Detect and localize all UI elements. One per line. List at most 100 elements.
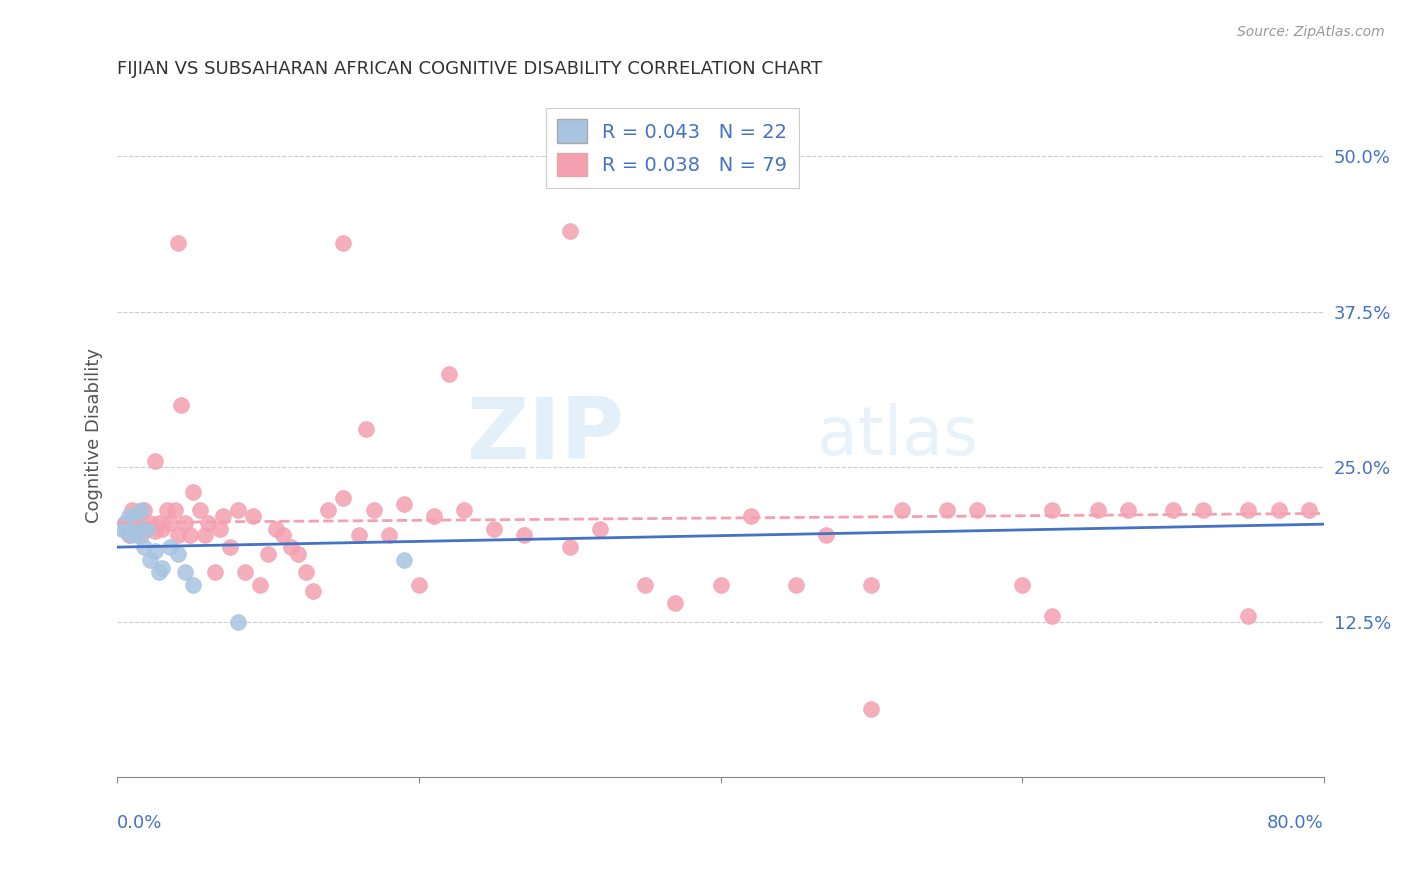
Text: FIJIAN VS SUBSAHARAN AFRICAN COGNITIVE DISABILITY CORRELATION CHART: FIJIAN VS SUBSAHARAN AFRICAN COGNITIVE D… [117,60,823,78]
Point [294,565,316,579]
Point [124,522,146,536]
Point [484,522,506,536]
Point [181,577,204,591]
Point [257,547,280,561]
Point [1192,503,1215,517]
Point [159,516,181,530]
Point [785,577,807,591]
Point [163,503,186,517]
Point [1116,503,1139,517]
Point [136,522,159,536]
Point [890,503,912,517]
Point [264,522,287,536]
Point [1298,503,1320,517]
Point [166,528,188,542]
Point [115,524,138,539]
Point [287,547,309,561]
Point [121,519,143,533]
Point [226,503,249,517]
Point [131,528,153,542]
Point [235,565,257,579]
Point [332,491,354,505]
Point [1087,503,1109,517]
Point [128,522,150,536]
Point [208,522,231,536]
Point [124,509,146,524]
Point [664,596,686,610]
Point [143,544,166,558]
Point [453,503,475,517]
Point [242,509,264,524]
Point [860,701,883,715]
Point [935,503,957,517]
Point [589,522,612,536]
Text: 0.0%: 0.0% [117,814,163,832]
Point [280,541,302,555]
Point [211,509,233,524]
Point [148,565,170,579]
Point [1161,503,1184,517]
Point [152,561,174,575]
Point [136,522,159,536]
Point [194,528,217,542]
Legend: R = 0.043   N = 22, R = 0.038   N = 79: R = 0.043 N = 22, R = 0.038 N = 79 [546,108,799,188]
Point [740,509,762,524]
Point [1267,503,1289,517]
Point [166,236,188,251]
Point [249,577,271,591]
Point [156,503,179,517]
Point [143,453,166,467]
Point [188,503,211,517]
Point [1042,503,1064,517]
Point [332,236,354,251]
Point [204,565,226,579]
Text: ZIP: ZIP [467,394,624,477]
Point [134,541,156,555]
Point [634,577,657,591]
Point [143,524,166,539]
Text: 80.0%: 80.0% [1267,814,1324,832]
Point [174,516,197,530]
Point [179,528,201,542]
Point [1237,608,1260,623]
Point [114,516,136,530]
Point [118,509,141,524]
Point [392,497,415,511]
Text: Source: ZipAtlas.com: Source: ZipAtlas.com [1237,25,1385,39]
Point [354,422,377,436]
Point [815,528,838,542]
Point [860,577,883,591]
Point [139,553,162,567]
Point [347,528,370,542]
Point [121,503,143,517]
Point [513,528,536,542]
Point [127,509,149,524]
Point [166,547,188,561]
Point [219,541,242,555]
Point [152,522,174,536]
Point [1042,608,1064,623]
Point [1011,577,1033,591]
Point [966,503,988,517]
Point [169,398,191,412]
Point [271,528,294,542]
Point [709,577,731,591]
Point [118,528,141,542]
Point [302,583,325,598]
Point [408,577,430,591]
Text: atlas: atlas [817,402,979,468]
Point [125,528,148,542]
Point [197,516,219,530]
Point [148,516,170,530]
Point [558,224,581,238]
Point [437,367,460,381]
Point [111,522,134,536]
Point [139,516,162,530]
Point [558,541,581,555]
Point [377,528,399,542]
Y-axis label: Cognitive Disability: Cognitive Disability [86,348,103,524]
Point [363,503,385,517]
Point [1237,503,1260,517]
Point [131,503,153,517]
Point [159,541,181,555]
